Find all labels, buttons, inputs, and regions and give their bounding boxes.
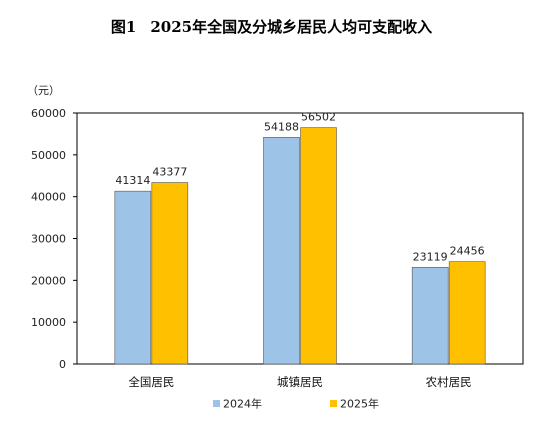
- chart-title-text: 2025年全国及分城乡居民人均可支配收入: [150, 18, 433, 36]
- legend-swatch: [213, 400, 220, 407]
- bar: [151, 182, 189, 365]
- category-label: 农村居民: [426, 375, 472, 389]
- category-label: 全国居民: [128, 375, 174, 389]
- chart-title: 图1 2025年全国及分城乡居民人均可支配收入: [0, 16, 543, 37]
- bar: [300, 127, 337, 365]
- legend: 2024年 2025年: [213, 397, 379, 411]
- y-axis: 0 10000 20000 30000 40000 50000 60000: [31, 107, 77, 371]
- y-tick-label: 60000: [31, 107, 66, 120]
- bar: [263, 137, 300, 365]
- y-tick-label: 20000: [31, 274, 66, 287]
- y-tick-label: 10000: [31, 316, 66, 329]
- legend-swatch: [330, 400, 337, 407]
- bar: [411, 266, 449, 365]
- x-axis-categories: 全国居民 城镇居民 农村居民: [128, 375, 471, 389]
- bars: [114, 127, 486, 365]
- data-label: 23119: [413, 250, 448, 263]
- y-tick-label: 30000: [31, 233, 66, 246]
- legend-label: 2024年: [223, 397, 262, 411]
- bar: [448, 261, 486, 365]
- legend-label: 2025年: [340, 397, 379, 411]
- figure-label: 图1: [110, 18, 137, 36]
- y-axis-label: （元）: [27, 84, 60, 97]
- y-tick-label: 40000: [31, 191, 66, 204]
- data-label: 54188: [264, 120, 299, 133]
- data-label: 24456: [450, 245, 485, 258]
- bar: [114, 190, 152, 365]
- data-label: 56502: [301, 111, 336, 124]
- y-tick-label: 0: [59, 358, 66, 371]
- y-tick-label: 50000: [31, 149, 66, 162]
- category-label: 城镇居民: [277, 375, 323, 389]
- data-label: 43377: [152, 166, 187, 179]
- data-label: 41314: [115, 174, 150, 187]
